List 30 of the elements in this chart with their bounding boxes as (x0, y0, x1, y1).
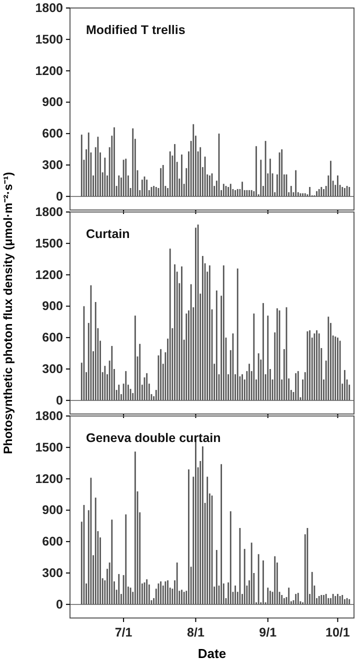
x-tick-label: 9/1 (259, 625, 277, 640)
y-tick-label: 600 (42, 330, 64, 345)
y-tick-label: 900 (42, 95, 64, 110)
y-tick-label: 0 (56, 597, 64, 612)
y-tick-label: 0 (56, 393, 64, 408)
y-tick-label: 900 (42, 503, 64, 518)
y-tick-label: 900 (42, 299, 64, 314)
y-tick-label: 1200 (35, 268, 64, 282)
y-tick-label: 1500 (35, 440, 64, 454)
y-tick-label: 600 (42, 534, 64, 549)
y-axis-title: Photosynthetic photon flux density (μmol·m⁻²·s⁻¹) (1, 172, 15, 454)
x-tick-label: 10/1 (326, 625, 350, 640)
y-tick-label: 1500 (35, 236, 64, 250)
text: Modified T trellis (86, 23, 186, 37)
y-tick-label: 1800 (35, 1, 64, 15)
y-tick-label: 1200 (35, 64, 64, 78)
y-tick-label: 1200 (35, 472, 64, 486)
text: Curtain (86, 227, 130, 241)
y-tick-label: 600 (42, 126, 64, 141)
y-tick-label: 1800 (35, 409, 64, 423)
y-tick-label: 300 (42, 566, 64, 580)
y-tick-label: 1500 (35, 32, 64, 46)
text: Geneva double curtain (86, 431, 221, 445)
x-tick-label: 8/1 (187, 625, 204, 640)
y-tick-label: 300 (42, 158, 64, 172)
y-tick-label: 300 (42, 362, 64, 376)
y-tick-label: 1800 (35, 205, 64, 219)
y-tick-label: 0 (56, 189, 64, 204)
x-axis-title: Date (198, 646, 226, 661)
x-tick-label: 7/1 (114, 625, 132, 640)
